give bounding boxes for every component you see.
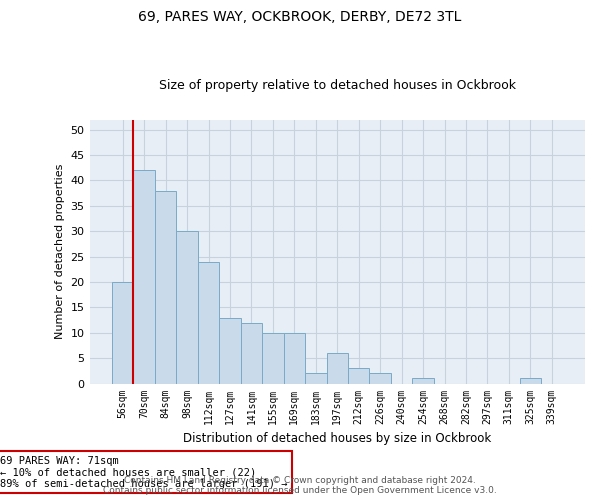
Text: Contains HM Land Registry data © Crown copyright and database right 2024.
Contai: Contains HM Land Registry data © Crown c…	[103, 476, 497, 495]
Bar	[326, 353, 348, 384]
Text: 69, PARES WAY, OCKBROOK, DERBY, DE72 3TL: 69, PARES WAY, OCKBROOK, DERBY, DE72 3TL	[139, 10, 461, 24]
Bar	[112, 282, 133, 384]
Bar	[155, 190, 176, 384]
Bar	[284, 333, 305, 384]
Bar	[198, 262, 219, 384]
Bar	[219, 318, 241, 384]
Bar	[241, 322, 262, 384]
Text: 69 PARES WAY: 71sqm
← 10% of detached houses are smaller (22)
89% of semi-detach: 69 PARES WAY: 71sqm ← 10% of detached ho…	[1, 456, 288, 488]
Bar	[133, 170, 155, 384]
Bar	[262, 333, 284, 384]
Bar	[412, 378, 434, 384]
Bar	[348, 368, 370, 384]
Y-axis label: Number of detached properties: Number of detached properties	[55, 164, 65, 339]
Bar	[305, 374, 326, 384]
Title: Size of property relative to detached houses in Ockbrook: Size of property relative to detached ho…	[159, 79, 516, 92]
X-axis label: Distribution of detached houses by size in Ockbrook: Distribution of detached houses by size …	[183, 432, 491, 445]
Bar	[520, 378, 541, 384]
Bar	[370, 374, 391, 384]
Bar	[176, 231, 198, 384]
